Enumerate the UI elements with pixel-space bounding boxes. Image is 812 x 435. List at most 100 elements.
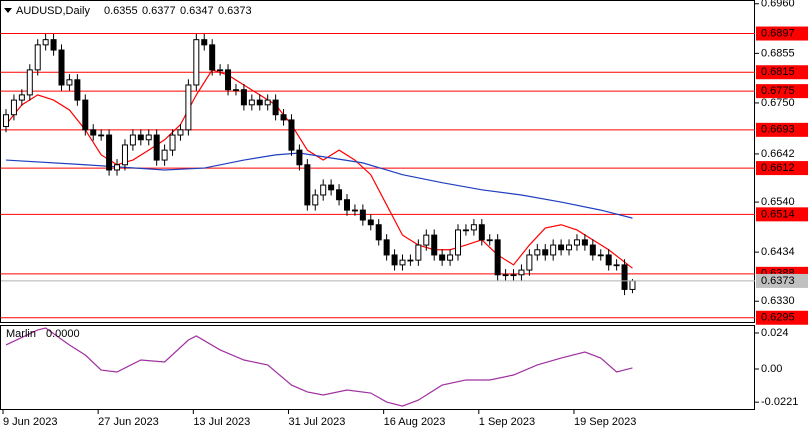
level-label: 0.6295 bbox=[761, 312, 795, 324]
candle-body bbox=[462, 229, 469, 232]
candle-body bbox=[447, 254, 454, 261]
candle-body bbox=[74, 79, 81, 101]
candle-body bbox=[526, 254, 533, 271]
candle-body bbox=[26, 69, 33, 96]
level-label: 0.6775 bbox=[761, 85, 795, 97]
low-value: 0.6347 bbox=[180, 5, 214, 17]
candle-body bbox=[264, 99, 271, 106]
indicator-name: Marlin bbox=[6, 328, 36, 340]
candle-body bbox=[621, 264, 628, 290]
candle-body bbox=[121, 144, 128, 166]
price-label-box bbox=[756, 273, 808, 288]
open-value: 0.6355 bbox=[104, 5, 138, 17]
candle-body bbox=[455, 229, 462, 256]
sub-frame bbox=[0, 325, 755, 410]
candle-body bbox=[407, 259, 414, 262]
level-label: 0.6612 bbox=[761, 162, 795, 174]
candle-body bbox=[66, 79, 73, 86]
level-label: 0.6693 bbox=[761, 124, 795, 136]
x-tick-label: 16 Aug 2023 bbox=[384, 416, 446, 428]
collapse-arrow[interactable] bbox=[4, 8, 12, 13]
candle-body bbox=[367, 219, 374, 226]
candle-body bbox=[431, 234, 438, 256]
level-label-box bbox=[756, 122, 808, 137]
candle-body bbox=[82, 99, 89, 131]
candle-body bbox=[336, 189, 343, 201]
x-tick-label: 9 Jun 2023 bbox=[3, 416, 57, 428]
x-tick-label: 1 Sep 2023 bbox=[479, 416, 535, 428]
candle-body bbox=[225, 69, 232, 91]
candle-body bbox=[145, 134, 152, 141]
candle-body bbox=[193, 39, 200, 86]
candle-body bbox=[217, 69, 224, 72]
candle-body bbox=[58, 49, 65, 86]
candle-body bbox=[296, 149, 303, 166]
x-tick-label: 31 Jul 2023 bbox=[288, 416, 345, 428]
candle-body bbox=[542, 249, 549, 256]
candle-body bbox=[478, 224, 485, 241]
candle-body bbox=[137, 134, 144, 141]
candle-body bbox=[581, 239, 588, 246]
candle-body bbox=[90, 129, 97, 136]
candle-body bbox=[232, 89, 239, 92]
candle-body bbox=[534, 249, 541, 256]
close-value: 0.6373 bbox=[218, 5, 252, 17]
level-label-box bbox=[756, 26, 808, 41]
candle-body bbox=[510, 274, 517, 277]
candle-body bbox=[328, 184, 335, 191]
candle-body bbox=[3, 114, 9, 128]
level-label: 0.6514 bbox=[761, 208, 795, 220]
x-tick-label: 27 Jun 2023 bbox=[98, 416, 159, 428]
candle-body bbox=[351, 209, 358, 212]
level-label-box bbox=[756, 84, 808, 99]
level-label: 0.6897 bbox=[761, 27, 795, 39]
level-label-box bbox=[756, 161, 808, 176]
y-tick-label: 0.6750 bbox=[761, 97, 795, 109]
candle-body bbox=[114, 164, 121, 171]
candle-body bbox=[50, 39, 57, 51]
main-frame bbox=[0, 0, 755, 323]
price-label: 0.6373 bbox=[761, 275, 795, 287]
candle-body bbox=[42, 39, 49, 46]
candle-body bbox=[106, 134, 113, 171]
candle-body bbox=[10, 99, 17, 116]
candle-body bbox=[439, 254, 446, 261]
y-tick-label: 0.6330 bbox=[761, 295, 795, 307]
candle-body bbox=[558, 244, 565, 251]
candle-body bbox=[177, 129, 184, 136]
candle-body bbox=[169, 134, 176, 151]
moving-average bbox=[5, 152, 633, 219]
candle-body bbox=[256, 99, 263, 106]
candle-body bbox=[383, 239, 390, 256]
plot: 0.6960 0.6855 0.6750 0.6642 0.6540 0.6434 0.63… bbox=[1, 0, 808, 428]
candle-body bbox=[201, 39, 208, 46]
candle-body bbox=[288, 119, 295, 151]
x-tick-label: 19 Sep 2023 bbox=[574, 416, 636, 428]
indicator-line bbox=[5, 327, 633, 407]
candle-body bbox=[161, 149, 168, 161]
y-tick-label: 0.6540 bbox=[761, 196, 795, 208]
candle-body bbox=[343, 199, 350, 211]
y2-tick-label: 0.00 bbox=[761, 363, 782, 375]
candle-body bbox=[272, 99, 279, 116]
y2-tick-label: -0.0221 bbox=[761, 396, 798, 408]
symbol-label: AUDUSD,Daily bbox=[16, 5, 90, 17]
candle-body bbox=[518, 269, 525, 276]
candle-body bbox=[494, 239, 501, 276]
candle-body bbox=[550, 244, 557, 256]
candle-body bbox=[129, 134, 136, 146]
x-tick-label: 13 Jul 2023 bbox=[193, 416, 250, 428]
candle-body bbox=[566, 244, 573, 251]
candle-body bbox=[375, 224, 382, 241]
candle-body bbox=[470, 224, 477, 231]
candle-body bbox=[304, 164, 311, 206]
indicator-value: 0.0000 bbox=[46, 328, 80, 340]
candle-body bbox=[359, 209, 366, 221]
y-tick-label: 0.6434 bbox=[761, 246, 795, 258]
candle-body bbox=[240, 89, 247, 106]
level-label: 0.6815 bbox=[761, 66, 795, 78]
candle-body bbox=[415, 244, 422, 261]
candle-body bbox=[573, 239, 580, 246]
y-tick-label: 0.6960 bbox=[761, 0, 795, 10]
